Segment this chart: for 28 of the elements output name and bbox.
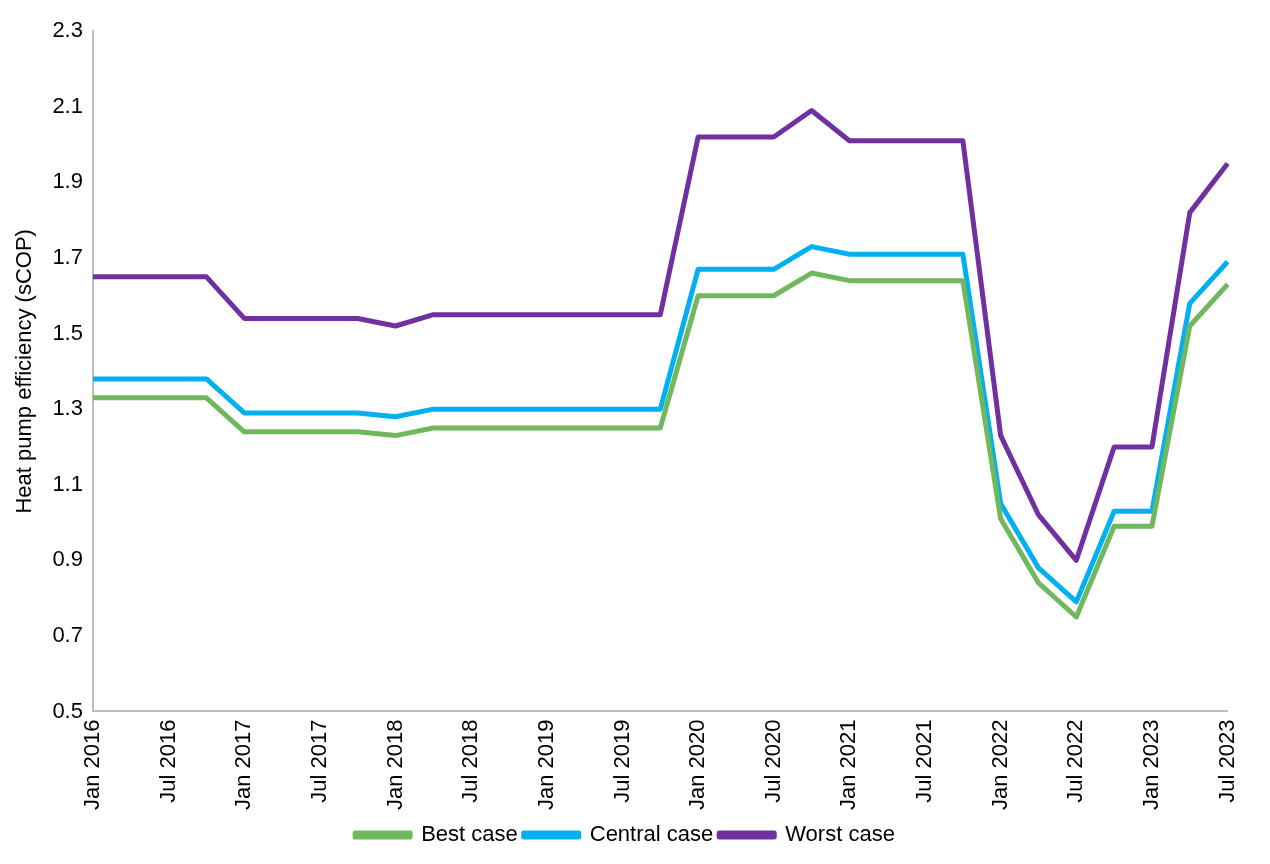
x-tick-label: Jan 2020 [684,719,710,811]
y-tick-label: 1.1 [52,470,83,496]
x-tick-label: Jul 2022 [1062,719,1088,803]
legend-label: Best case [421,821,518,847]
x-tick-label: Jul 2019 [608,719,634,803]
y-tick-label: 2.3 [52,17,83,43]
x-tick-label: Jan 2018 [381,719,407,811]
x-tick-label: Jul 2023 [1213,719,1239,803]
y-axis-title: Heat pump efficiency (sCOP) [11,229,37,514]
x-tick-label: Jul 2016 [154,719,180,803]
y-tick-label: 1.9 [52,168,83,194]
x-tick-label: Jan 2021 [835,719,861,811]
x-tick-label: Jan 2017 [230,719,256,811]
y-tick-label: 1.5 [52,319,83,345]
legend-label: Central case [589,821,714,847]
legend-label: Worst case [785,821,895,847]
x-tick-label: Jan 2022 [986,719,1012,811]
y-tick-label: 2.1 [52,92,83,118]
y-tick-label: 1.3 [52,395,83,421]
y-tick-label: 0.9 [52,546,83,572]
x-tick-label: Jul 2018 [457,719,483,803]
x-tick-label: Jul 2021 [911,719,937,803]
y-tick-label: 0.7 [52,621,83,647]
x-tick-label: Jul 2020 [759,719,785,803]
x-tick-label: Jan 2019 [532,719,558,811]
x-tick-label: Jan 2023 [1138,719,1164,811]
y-tick-label: 1.7 [52,244,83,270]
x-tick-label: Jul 2017 [305,719,331,803]
